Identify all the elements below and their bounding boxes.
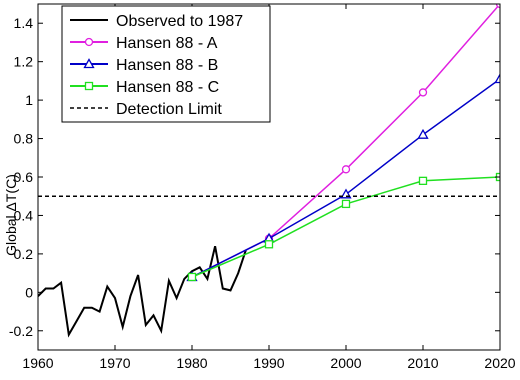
x-tick-label: 1990 <box>253 355 284 371</box>
y-tick-label: 0.6 <box>14 169 34 185</box>
data-point <box>418 176 428 185</box>
legend-label: Hansen 88 - A <box>116 35 218 52</box>
legend-item: Observed to 1987 <box>70 13 243 30</box>
legend-item: Hansen 88 - C <box>70 79 219 96</box>
series-0 <box>38 245 247 338</box>
x-tick-label: 2010 <box>407 355 438 371</box>
data-point <box>341 165 351 174</box>
data-point <box>187 272 197 282</box>
y-tick-label: 0.2 <box>14 246 34 262</box>
x-tick-label: 1970 <box>99 355 130 371</box>
data-point <box>264 240 274 249</box>
x-tick-label: 2020 <box>484 355 515 371</box>
data-point <box>418 88 428 97</box>
legend-marker <box>83 58 95 69</box>
y-axis-title: Global ΔT(C) <box>3 174 19 256</box>
y-tick-label: 1 <box>25 92 33 108</box>
series-line <box>38 245 247 338</box>
data-point <box>417 128 429 139</box>
y-tick-label: 0.4 <box>14 207 34 223</box>
legend-label: Detection Limit <box>116 101 222 118</box>
data-point <box>495 4 500 9</box>
x-tick-label: 1980 <box>176 355 207 371</box>
data-point <box>341 199 351 209</box>
plot-area <box>38 4 500 338</box>
y-tick-label: -0.2 <box>9 323 33 339</box>
legend-marker <box>84 81 94 91</box>
axes: 1960 1970 1980 1990 2000 2010 2020 -0.2 0 0.2 0.4 0… <box>9 3 516 371</box>
legend-item: Hansen 88 - A <box>70 35 218 52</box>
legend-label: Hansen 88 - C <box>116 79 219 96</box>
y-tick-label: 0.8 <box>14 131 34 147</box>
y-tick-label: 1.4 <box>14 15 34 31</box>
y-tick-label: 1.2 <box>14 54 34 70</box>
x-tick-label: 1960 <box>22 355 53 371</box>
x-tick-label: 2000 <box>330 355 361 371</box>
legend: Observed to 1987 Hansen 88 - A Hansen 88 -… <box>61 5 271 123</box>
legend-item: Hansen 88 - B <box>70 57 218 74</box>
data-point <box>494 73 500 84</box>
legend-label: Observed to 1987 <box>116 13 243 30</box>
legend-label: Hansen 88 - B <box>116 57 218 74</box>
y-tick-label: 0 <box>25 284 33 300</box>
legend-item: Detection Limit <box>70 101 222 118</box>
series-3 <box>187 172 500 282</box>
legend-marker <box>84 37 94 47</box>
